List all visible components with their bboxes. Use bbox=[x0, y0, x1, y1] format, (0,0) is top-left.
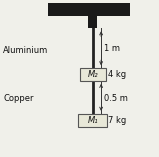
Text: 7 kg: 7 kg bbox=[108, 116, 127, 125]
Bar bbox=[48, 3, 130, 16]
Text: 4 kg: 4 kg bbox=[108, 70, 127, 79]
Text: Aluminium: Aluminium bbox=[3, 46, 48, 55]
Bar bbox=[80, 68, 106, 81]
Text: 0.5 m: 0.5 m bbox=[104, 94, 128, 103]
Text: 1 m: 1 m bbox=[104, 44, 120, 53]
Text: Copper: Copper bbox=[3, 94, 34, 103]
Bar bbox=[78, 114, 107, 127]
Text: M₁: M₁ bbox=[87, 116, 98, 125]
Text: M₂: M₂ bbox=[87, 70, 98, 79]
Bar bbox=[88, 16, 97, 28]
